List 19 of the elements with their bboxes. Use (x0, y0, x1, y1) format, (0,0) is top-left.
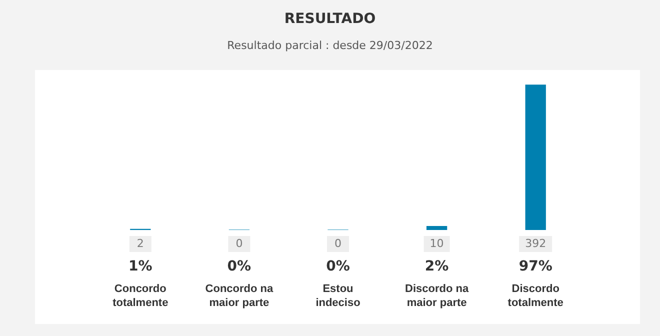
data-label: 0 (236, 236, 243, 250)
text: 0% (227, 258, 252, 275)
text: 2% (424, 258, 449, 275)
x-tick-label: Concordo totalmente (112, 283, 168, 310)
data-label: 10 (430, 236, 444, 250)
text: 1% (128, 258, 152, 275)
data-label: 0 (334, 236, 342, 250)
data-label: 2 (136, 236, 144, 250)
chart-subtitle: Resultado parcial : desde 29/03/2022 (226, 39, 434, 52)
text: 0% (326, 258, 350, 275)
chart-title: RESULTADO (283, 11, 377, 27)
bar (525, 84, 546, 230)
x-tick-label: Discordo na maior parte (405, 283, 470, 310)
x-tick-label: Estou indeciso (316, 283, 361, 310)
x-tick-label: Concordo na maior parte (205, 283, 274, 310)
data-label: 392 (525, 236, 546, 250)
x-tick-label: Discordo totalmente (508, 283, 564, 310)
bar (426, 226, 448, 230)
text: 97% (518, 258, 552, 275)
